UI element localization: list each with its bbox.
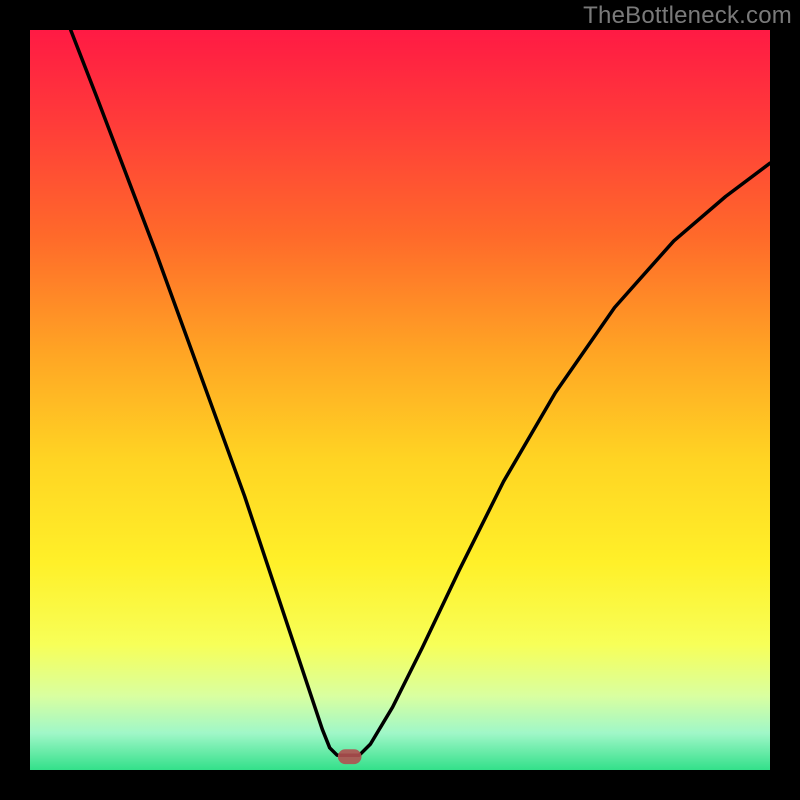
bottleneck-chart [0,0,800,800]
plot-background [30,30,770,770]
watermark-text: TheBottleneck.com [583,2,792,30]
chart-frame: TheBottleneck.com [0,0,800,800]
optimum-marker [338,749,362,764]
